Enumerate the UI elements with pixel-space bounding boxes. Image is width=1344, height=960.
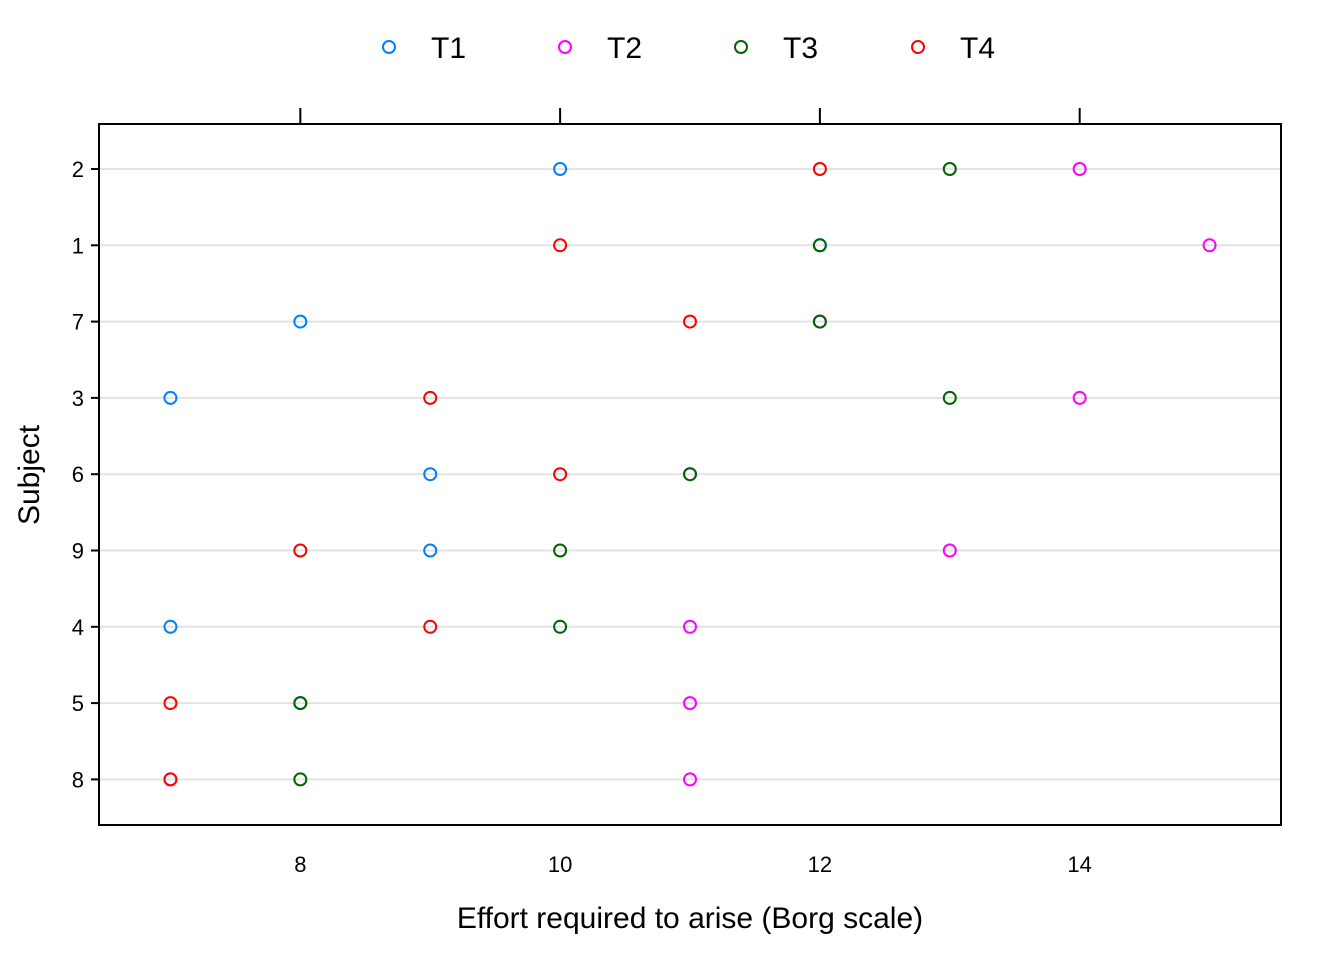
- legend-marker: [382, 40, 396, 54]
- y-tick-label: 7: [72, 310, 84, 335]
- data-point-t3: [812, 314, 827, 329]
- data-point-t1: [553, 162, 568, 176]
- data-point-t1: [163, 619, 178, 634]
- data-point-t3: [553, 543, 568, 558]
- legend-label: T3: [783, 32, 818, 65]
- data-point-t2: [1202, 238, 1217, 253]
- data-point-t4: [423, 619, 438, 634]
- data-point-t4: [683, 314, 697, 329]
- legend-label: T1: [431, 32, 466, 65]
- legend-marker: [911, 40, 925, 54]
- data-point-t3: [942, 390, 957, 405]
- data-point-t3: [812, 238, 827, 253]
- y-tick-label: 4: [72, 615, 84, 640]
- data-point-t4: [293, 543, 308, 558]
- data-point-t4: [812, 162, 827, 176]
- data-point-t3: [553, 619, 568, 634]
- y-tick-label: 6: [72, 462, 84, 487]
- data-point-t2: [942, 543, 957, 558]
- data-point-t4: [163, 772, 178, 787]
- legend-marker: [558, 40, 572, 54]
- data-point-t1: [293, 314, 308, 329]
- data-point-t1: [163, 390, 178, 405]
- data-point-t4: [423, 390, 438, 405]
- data-point-t2: [683, 772, 697, 787]
- legend-label: T2: [607, 32, 642, 65]
- x-tick-label: 8: [294, 852, 306, 877]
- data-point-t4: [553, 238, 568, 253]
- data-point-t1: [423, 543, 438, 558]
- x-tick-label: 10: [548, 852, 572, 877]
- x-axis-title: Effort required to arise (Borg scale): [457, 902, 923, 935]
- legend-label: T4: [960, 32, 995, 65]
- data-point-t3: [293, 696, 308, 711]
- gridlines: [99, 168, 1281, 781]
- y-tick-label: 1: [72, 233, 84, 258]
- data-point-t2: [1072, 162, 1087, 176]
- data-point-t2: [683, 696, 697, 711]
- x-tick-label: 12: [808, 852, 832, 877]
- x-axis: 8 10 12 14: [294, 108, 1092, 877]
- legend: T1 T2 T3 T4: [382, 32, 995, 65]
- y-tick-label: 2: [72, 157, 84, 182]
- data-point-t2: [1072, 390, 1087, 405]
- y-axis: 2 1 7 3 6 9 4 5 8: [72, 157, 99, 792]
- y-tick-label: 3: [72, 386, 84, 411]
- x-tick-label: 14: [1067, 852, 1091, 877]
- data-point-t3: [942, 162, 957, 176]
- y-tick-label: 5: [72, 691, 84, 716]
- y-tick-label: 8: [72, 767, 84, 792]
- data-point-t3: [683, 467, 697, 482]
- data-point-t1: [423, 467, 438, 482]
- y-axis-title: Subject: [13, 424, 46, 525]
- data-point-t3: [293, 772, 308, 787]
- legend-marker: [734, 40, 748, 54]
- data-points: [163, 162, 1217, 787]
- data-point-t4: [553, 467, 568, 482]
- data-point-t2: [683, 619, 697, 634]
- data-point-t4: [163, 696, 178, 711]
- y-tick-label: 9: [72, 539, 84, 564]
